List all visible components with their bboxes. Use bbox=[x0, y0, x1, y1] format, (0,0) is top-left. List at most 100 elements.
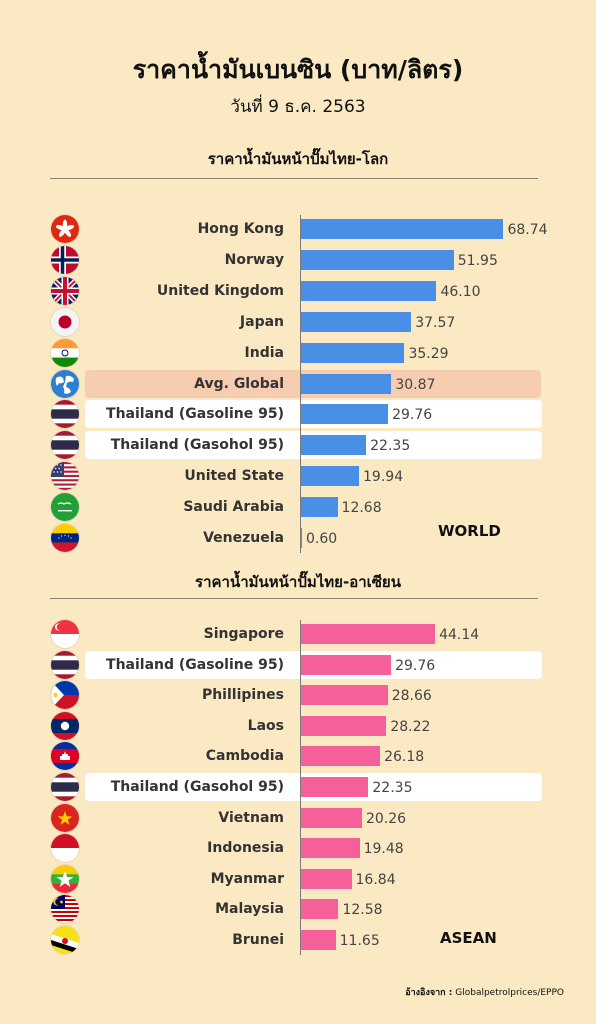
asean-category-label: Myanmar bbox=[210, 870, 284, 887]
myanmar-flag-icon bbox=[51, 864, 79, 893]
asean-category-label: Indonesia bbox=[207, 840, 284, 857]
world-bar bbox=[300, 466, 360, 487]
source-text: Globalpetrolprices/EPPO bbox=[455, 988, 564, 998]
world-bar bbox=[300, 342, 405, 363]
asean-value-label: 16.84 bbox=[355, 871, 396, 888]
page-title: ราคาน้ำมันเบนซิน (บาท/ลิตร) bbox=[132, 55, 464, 84]
singapore-flag-icon bbox=[51, 620, 79, 648]
malaysia-flag-icon bbox=[51, 895, 79, 924]
world-divider bbox=[50, 178, 538, 179]
asean-bar bbox=[300, 777, 369, 797]
asean-bar bbox=[300, 899, 339, 920]
world-bar bbox=[300, 280, 437, 301]
asean-category-label: Brunei bbox=[232, 932, 284, 948]
brunei-flag-icon bbox=[51, 926, 79, 954]
world-value-label: 35.29 bbox=[408, 345, 449, 362]
world-bar bbox=[300, 404, 389, 425]
asean-category-label: Thailand (Gasoline 95) bbox=[106, 656, 284, 673]
asean-category-label: Thailand (Gasohol 95) bbox=[110, 779, 284, 795]
world-value-label: 19.94 bbox=[363, 469, 404, 486]
asean-bar bbox=[300, 838, 360, 859]
thailand-flag-icon bbox=[51, 431, 79, 460]
asean-category-label: Malaysia bbox=[215, 901, 284, 918]
asean-tag: ASEAN bbox=[440, 929, 497, 947]
source-prefix: อ้างอิงจาก : bbox=[405, 988, 453, 998]
thailand-flag-icon bbox=[51, 400, 79, 429]
saudi-arabia-flag-icon bbox=[51, 493, 79, 522]
world-tag: WORLD bbox=[438, 522, 501, 540]
world-value-label: 0.60 bbox=[306, 531, 338, 547]
world-value-label: 51.95 bbox=[457, 252, 498, 269]
world-category-label: Venezuela bbox=[203, 530, 284, 546]
world-bar bbox=[300, 249, 454, 270]
world-value-label: 12.68 bbox=[341, 500, 382, 517]
norway-flag-icon bbox=[51, 245, 79, 274]
globe-icon bbox=[51, 369, 79, 398]
thailand-flag-icon bbox=[51, 773, 79, 801]
vietnam-flag-icon bbox=[51, 803, 79, 832]
world-category-label: United Kingdom bbox=[156, 282, 284, 299]
asean-value-label: 20.26 bbox=[365, 810, 407, 827]
venezuela-flag-icon bbox=[51, 524, 79, 552]
asean-category-label: Phillipines bbox=[201, 687, 284, 704]
world-category-label: Thailand (Gasoline 95) bbox=[106, 406, 284, 423]
world-category-label: Japan bbox=[239, 313, 284, 330]
united-kingdom-flag-icon bbox=[51, 276, 79, 305]
asean-category-label: Vietnam bbox=[218, 809, 284, 826]
world-bar bbox=[300, 373, 392, 394]
world-category-label: Thailand (Gasohol 95) bbox=[110, 437, 284, 454]
asean-value-label: 19.48 bbox=[363, 841, 404, 858]
world-value-label: 37.57 bbox=[415, 314, 456, 331]
world-bar bbox=[300, 528, 302, 548]
page-date: วันที่ 9 ธ.ค. 2563 bbox=[230, 97, 366, 117]
world-category-label: Saudi Arabia bbox=[183, 499, 284, 516]
world-value-label: 46.10 bbox=[440, 283, 481, 300]
asean-category-label: Cambodia bbox=[205, 748, 284, 765]
source-credit: อ้างอิงจาก : Globalpetrolprices/EPPO bbox=[405, 985, 564, 999]
world-category-label: United State bbox=[184, 468, 284, 485]
world-chart-title: ราคาน้ำมันหน้าปั๊มไทย-โลก bbox=[207, 150, 389, 168]
world-bar bbox=[300, 435, 367, 456]
asean-bar bbox=[300, 930, 336, 950]
asean-value-label: 22.35 bbox=[372, 780, 413, 796]
asean-category-label: Laos bbox=[247, 717, 284, 734]
asean-value-label: 12.58 bbox=[342, 902, 383, 919]
philippines-flag-icon bbox=[51, 681, 79, 710]
asean-value-label: 28.66 bbox=[391, 688, 432, 705]
asean-chart-title: ราคาน้ำมันหน้าปั๊มไทย-อาเซียน bbox=[195, 573, 401, 591]
hong-kong-flag-icon bbox=[51, 215, 79, 243]
india-flag-icon bbox=[51, 338, 79, 367]
world-category-label: Norway bbox=[224, 251, 284, 268]
japan-flag-icon bbox=[51, 307, 79, 336]
asean-bar bbox=[300, 807, 362, 828]
indonesia-flag-icon bbox=[51, 834, 79, 863]
world-category-label: Avg. Global bbox=[194, 375, 284, 392]
asean-bar bbox=[300, 868, 352, 889]
asean-axis-line bbox=[300, 620, 301, 955]
world-category-label: India bbox=[244, 344, 284, 361]
asean-bar bbox=[300, 685, 388, 706]
united-states-flag-icon bbox=[51, 462, 79, 491]
asean-divider bbox=[50, 598, 538, 599]
world-value-label: 30.87 bbox=[395, 376, 436, 393]
asean-bar bbox=[300, 746, 381, 767]
asean-category-label: Singapore bbox=[203, 626, 284, 642]
asean-value-label: 29.76 bbox=[395, 657, 436, 674]
world-bar bbox=[300, 497, 338, 518]
asean-value-label: 44.14 bbox=[439, 627, 480, 643]
world-category-label: Hong Kong bbox=[197, 221, 284, 237]
world-axis-line bbox=[300, 215, 301, 553]
asean-bar bbox=[300, 654, 392, 675]
world-value-label: 68.74 bbox=[507, 222, 548, 238]
asean-value-label: 26.18 bbox=[384, 749, 425, 766]
asean-value-label: 11.65 bbox=[339, 933, 380, 949]
asean-bar bbox=[300, 624, 436, 644]
asean-bar bbox=[300, 715, 387, 736]
cambodia-flag-icon bbox=[51, 742, 79, 771]
world-value-label: 22.35 bbox=[370, 438, 411, 455]
world-bar bbox=[300, 219, 504, 239]
world-bar bbox=[300, 311, 412, 332]
thailand-flag-icon bbox=[51, 650, 79, 679]
world-value-label: 29.76 bbox=[392, 407, 433, 424]
asean-value-label: 28.22 bbox=[390, 718, 431, 735]
